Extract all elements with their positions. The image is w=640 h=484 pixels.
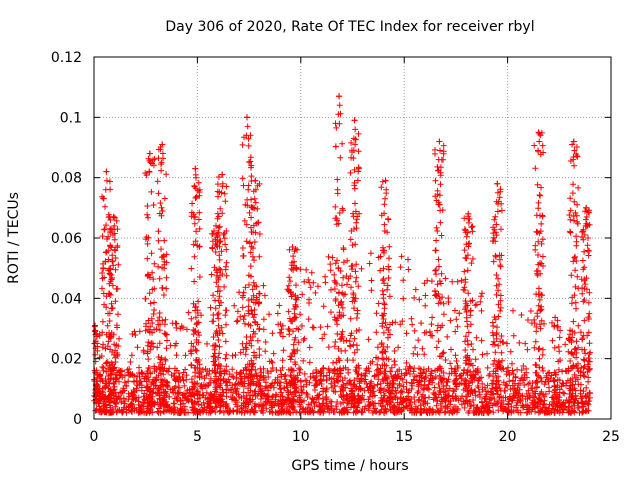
roti-peak-point [535, 129, 542, 136]
y-tick-label: 0.04 [51, 291, 82, 307]
roti-peak-point [110, 213, 117, 220]
x-tick-label: 20 [499, 429, 517, 445]
y-tick-label: 0.12 [51, 50, 82, 66]
roti-peak-point [92, 322, 99, 329]
tick-labels: 0 5 10 15 20 25 0 0.02 0.04 0.06 0.08 0.1 0.12 [51, 50, 620, 445]
x-tick-label: 0 [90, 429, 99, 445]
roti-peak-point [192, 165, 199, 172]
roti-peak-point [336, 93, 343, 100]
x-tick-label: 10 [292, 429, 310, 445]
roti-peak-point [213, 222, 220, 229]
grid-layer [94, 57, 611, 419]
roti-peak-point [244, 114, 251, 121]
roti-peak-point [570, 138, 577, 145]
x-tick-label: 15 [395, 429, 413, 445]
roti-peak-point [103, 168, 110, 175]
roti-peak-point [219, 171, 226, 178]
roti-peak-point [436, 138, 443, 145]
roti-points [91, 93, 594, 416]
roti-peak-point [494, 180, 501, 187]
x-tick-label: 25 [602, 429, 620, 445]
x-tick-label: 5 [193, 429, 202, 445]
tick-marks [93, 56, 612, 420]
y-axis-label: ROTI / TECUs [6, 192, 22, 284]
y-tick-label: 0.1 [60, 110, 82, 126]
roti-peak-point [351, 117, 358, 124]
y-tick-label: 0 [73, 412, 82, 428]
roti-peak-point [159, 141, 166, 148]
x-axis-label: GPS time / hours [291, 458, 408, 474]
data-points [91, 93, 594, 416]
y-tick-label: 0.08 [51, 171, 82, 187]
roti-peak-point [382, 177, 389, 184]
y-tick-label: 0.02 [51, 352, 82, 368]
roti-peak-point [289, 244, 296, 251]
chart-title: Day 306 of 2020, Rate Of TEC Index for r… [165, 19, 534, 35]
roti-peak-point [583, 204, 590, 211]
roti-peak-point [252, 177, 259, 184]
y-tick-label: 0.06 [51, 231, 82, 247]
roti-peak-point [146, 150, 153, 157]
roti-peak-point [465, 210, 472, 217]
